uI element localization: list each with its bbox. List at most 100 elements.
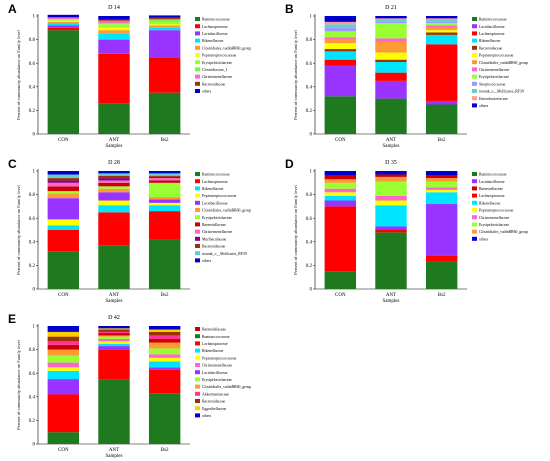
bar-segment-bacteroidaceae — [98, 19, 130, 21]
bar-segment-lactobacillaceae — [425, 204, 458, 256]
bar-segment-peptostreptococcaceae — [148, 24, 181, 26]
bar-segment-enterobacteriaceae — [324, 21, 357, 25]
bar-segment-rikenellaceae — [324, 51, 357, 60]
legend-swatch — [195, 251, 200, 256]
chart-panel-e: E D 42 0 0.2 0.4 0.6 0.8 1 Percent of community … — [8, 312, 251, 459]
bar-segment-lachnospiraceae — [375, 230, 407, 233]
bar-segment-peptostreptococcaceae — [425, 189, 458, 193]
bar-segment-muribaculaceae — [98, 178, 130, 181]
legend-label: others — [202, 414, 212, 418]
legend-label: Barnesiellaceae — [202, 223, 226, 227]
x-tick-label: ANT — [109, 293, 119, 298]
bar-segment-erysipelotrichaceae — [148, 348, 181, 355]
y-tick-label: 0.8 — [29, 38, 36, 43]
legend-label: Lachnospiraceae — [202, 342, 228, 346]
chart-title: D 28 — [108, 160, 120, 166]
legend-swatch — [195, 413, 200, 418]
panel-letter: A — [8, 2, 17, 16]
bar-segment-clostridiales-vadinbb60-group — [375, 176, 407, 182]
bar-segment-ruminococcaceae — [375, 98, 407, 134]
x-tick-label: ANT — [109, 138, 119, 143]
legend-swatch — [195, 244, 200, 248]
legend-label: Rikenellaceae — [202, 349, 224, 353]
bar-segment-peptostreptococcaceae — [148, 202, 181, 206]
legend-label: Peptostreptococcaceae — [202, 54, 237, 58]
legend-label: Ruminococcaceae — [202, 173, 230, 177]
bar-segment-others — [425, 16, 458, 19]
legend-label: Ruminococcaceae — [479, 173, 507, 177]
y-tick-label: 0.4 — [29, 240, 36, 245]
legend-label: others — [479, 104, 489, 108]
bar-segment-clostridiales-vadinbb60-group — [324, 39, 357, 44]
bar-segment-bacteroidaceae — [148, 331, 181, 336]
bar-segment-streptococcaceae — [375, 21, 407, 24]
y-tick-label: 0.2 — [29, 109, 36, 114]
bar-segment-christensenellaceae — [375, 38, 407, 42]
bar-segment-akkermansiaceae — [98, 331, 130, 334]
bar-segment-clostridiales-vadinbb60-group — [324, 179, 357, 183]
bar-segment-bacteroidaceae — [148, 175, 181, 177]
bar-segment-rikenellaceae — [425, 192, 458, 205]
bar-segment-rikenellaceae — [148, 205, 181, 212]
y-axis-label: Percent of community abundance on Family… — [293, 29, 298, 119]
legend-label: Bacteroidaceae — [202, 245, 226, 249]
bar-segment-eggerthellaceae — [148, 329, 181, 332]
legend-label: Clostridiales_vadinBB60_group — [479, 61, 528, 65]
x-tick-label: ANT — [386, 138, 396, 143]
legend-swatch — [195, 222, 200, 227]
x-tick-label: Bs2 — [161, 138, 169, 143]
legend-label: Lachnospiraceae — [479, 194, 505, 198]
bar-segment-others — [98, 171, 130, 174]
bar-segment-bacteroidaceae — [324, 49, 357, 52]
y-tick-label: 0 — [33, 288, 36, 293]
bar-segment-lachnospiraceae — [148, 369, 181, 394]
legend-swatch — [472, 89, 477, 93]
legend-label: Muribaculaceae — [202, 237, 227, 241]
bar-segment-erysipelotrichaceae — [324, 31, 357, 38]
bar-segment-clostridiales-vadinbb60-group — [425, 27, 458, 31]
legend-swatch — [472, 24, 477, 29]
legend-swatch — [195, 38, 200, 43]
panel-letter: C — [8, 157, 17, 171]
bar-segment-norank-o-mollicutes-rf39 — [375, 19, 407, 22]
bar-segment-lachnospiraceae — [425, 255, 458, 262]
legend-swatch — [195, 355, 200, 360]
legend-swatch — [195, 406, 200, 411]
legend-label: Erysipelotrichaceae — [479, 75, 509, 79]
legend-swatch — [195, 81, 200, 86]
legend-swatch — [195, 74, 200, 79]
legend-swatch — [472, 200, 477, 205]
legend-swatch — [195, 384, 200, 389]
y-tick-label: 0 — [33, 133, 36, 138]
legend-label: norank_o__Mollicutes_RF39 — [479, 90, 524, 94]
y-tick-label: 0.6 — [29, 62, 36, 67]
legend-label: Peptostreptococcaceae — [479, 209, 514, 213]
legend-swatch — [472, 45, 477, 50]
bar-segment-christensenellaceae — [98, 338, 130, 342]
bar-segment-lachnospiraceae — [47, 27, 80, 31]
bar-segment-norank-o-mollicutes-rf39 — [98, 173, 130, 176]
legend-swatch — [472, 81, 477, 86]
bar-segment-christensenellaceae — [98, 20, 130, 24]
bar-segment-barnesiellaceae — [148, 180, 181, 183]
bar-segment-lactobacillaceae — [375, 226, 407, 230]
bar-segment-lachnospiraceae — [98, 349, 130, 380]
legend-label: others — [202, 90, 212, 94]
legend-swatch — [195, 229, 200, 234]
legend-swatch — [195, 53, 200, 57]
legend-swatch — [472, 67, 477, 72]
bar-segment-lactobacillaceae — [47, 198, 80, 220]
legend-label: Bacteroidaceae — [479, 46, 503, 50]
legend-label: Akkermansiaceae — [202, 392, 229, 396]
legend-swatch — [472, 96, 477, 101]
bar-segment-peptostreptococcaceae — [375, 52, 407, 60]
bar-segment-clostridiales-vadinbb60-group — [375, 41, 407, 53]
x-tick-label: Bs2 — [161, 448, 169, 453]
legend-label: Rikenellaceae — [479, 201, 501, 205]
legend-swatch — [472, 74, 477, 79]
bar-segment-erysipelotrichaceae — [425, 23, 458, 26]
bar-segment-norank-o-mollicutes-rf39 — [324, 24, 357, 28]
x-tick-label: Bs2 — [438, 293, 446, 298]
chart-title: D 35 — [385, 160, 397, 166]
bar-segment-others — [148, 171, 181, 174]
